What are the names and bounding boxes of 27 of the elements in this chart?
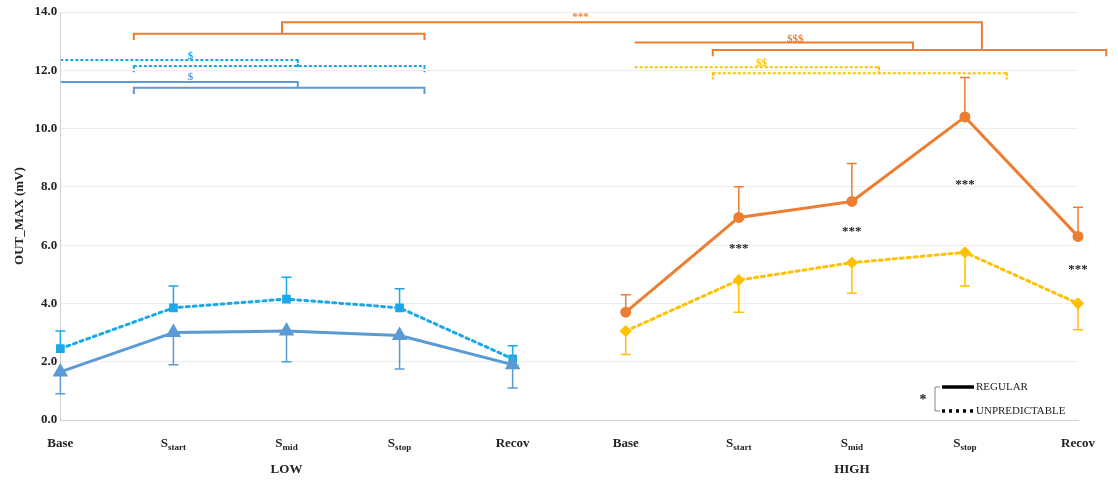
x-tick-label: Base xyxy=(47,435,74,451)
y-tick-label: 4.0 xyxy=(41,294,58,310)
annotation: * xyxy=(919,391,927,407)
annotation: $ xyxy=(187,70,194,83)
annotation: $$$ xyxy=(787,31,805,44)
x-tick-label: Recov xyxy=(495,435,531,451)
text: HIGH xyxy=(834,461,870,477)
y-tick-label: 10.0 xyxy=(34,119,58,135)
y-tick-label: 6.0 xyxy=(41,236,58,252)
annotation: $$ xyxy=(755,55,768,68)
x-tick-label: Base xyxy=(612,435,639,451)
annotation: *** xyxy=(572,10,590,23)
y-tick-label: 8.0 xyxy=(41,178,58,194)
y-axis-title: OUT_MAX (mV) xyxy=(11,167,27,265)
annotation: *** xyxy=(842,223,862,239)
y-tick-label: 0.0 xyxy=(41,411,58,427)
annotation: *** xyxy=(955,176,975,192)
annotation: UNPREDICTABLE xyxy=(976,403,1066,416)
annotation: *** xyxy=(729,240,749,256)
text: LOW xyxy=(270,461,303,477)
annotation: $ xyxy=(187,48,194,61)
annotation: REGULAR xyxy=(976,379,1029,392)
x-tick-label: Recov xyxy=(1061,435,1096,451)
annotation: *** xyxy=(1068,261,1088,277)
y-tick-label: 12.0 xyxy=(34,61,58,77)
y-tick-label: 2.0 xyxy=(41,353,58,369)
y-tick-label: 14.0 xyxy=(34,3,58,19)
